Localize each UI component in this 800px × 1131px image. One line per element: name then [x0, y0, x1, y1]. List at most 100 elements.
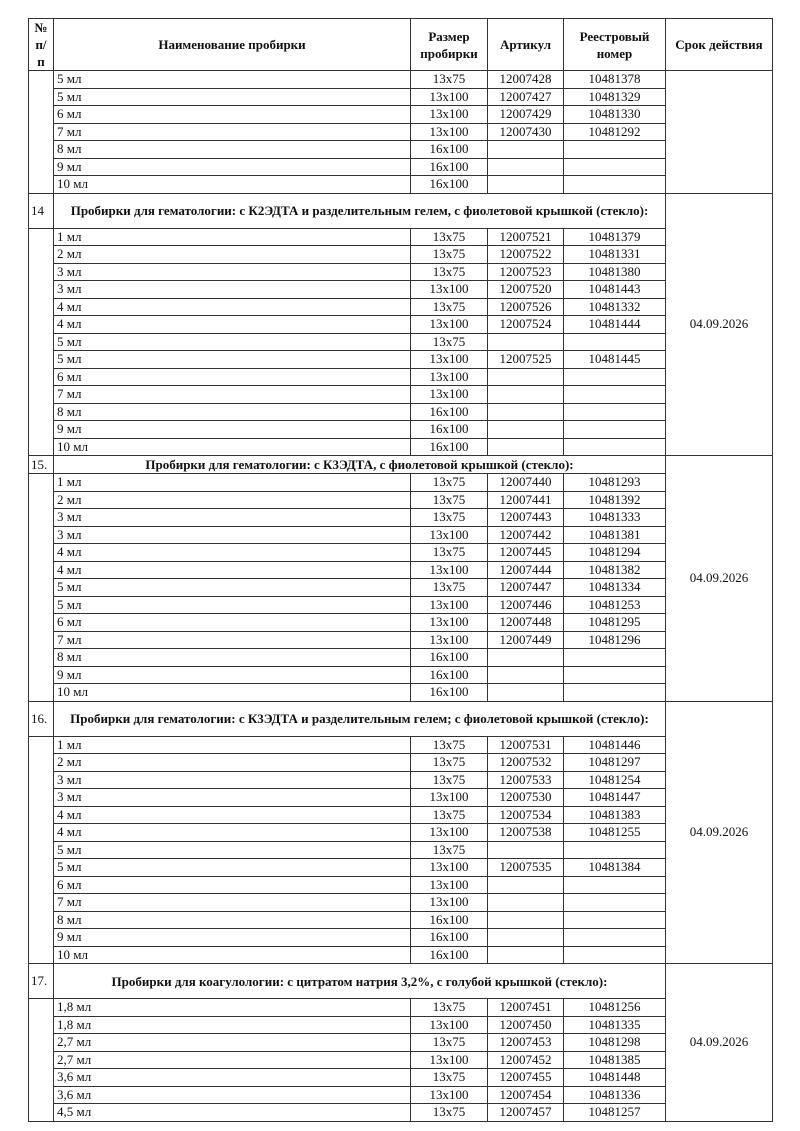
registry-number: 10481332 [563, 297, 666, 316]
validity-date: 04.09.2026 [665, 700, 773, 964]
table-row: 3,6 мл 13x75 12007455 10481448 [29, 1068, 773, 1087]
registry-number: 10481383 [563, 805, 666, 824]
article-number: 12007441 [487, 490, 564, 509]
tube-size: 16x100 [410, 648, 488, 667]
table-row: 6 мл 13x100 12007448 10481295 [29, 613, 773, 632]
tube-size: 13x75 [410, 1068, 488, 1087]
tube-size: 13x75 [410, 805, 488, 824]
table-row: 10 мл 16x100 [29, 175, 773, 194]
tube-volume: 4 мл [53, 560, 411, 579]
section-title: Пробирки для гематологии: с К3ЭДТА и раз… [53, 700, 666, 737]
article-number: 12007444 [487, 560, 564, 579]
table-row: 2 мл 13x75 12007441 10481392 [29, 490, 773, 509]
registry-number: 10481333 [563, 508, 666, 527]
tube-volume: 9 мл [53, 420, 411, 439]
article-number: 12007454 [487, 1085, 564, 1104]
tube-volume: 5 мл [53, 578, 411, 597]
number-cell-empty [28, 998, 54, 1122]
tube-volume: 6 мл [53, 105, 411, 124]
table-row: 7 мл 13x100 [29, 893, 773, 912]
registry-number: 10481380 [563, 262, 666, 281]
tube-size: 16x100 [410, 157, 488, 176]
table-row: 8 мл 16x100 [29, 910, 773, 929]
article-number: 12007532 [487, 753, 564, 772]
table-row: 7 мл 13x100 [29, 385, 773, 404]
tube-volume: 10 мл [53, 437, 411, 456]
registry-number: 10481445 [563, 350, 666, 369]
tube-size: 16x100 [410, 910, 488, 929]
registry-number: 10481392 [563, 490, 666, 509]
section-title: Пробирки для коагулологии: с цитратом на… [53, 963, 666, 999]
registry-number: 10481297 [563, 753, 666, 772]
tube-volume: 5 мл [53, 332, 411, 351]
tube-volume: 1 мл [53, 227, 411, 246]
table-row: 9 мл 16x100 [29, 420, 773, 439]
registry-number: 10481254 [563, 770, 666, 789]
tube-size: 16x100 [410, 402, 488, 421]
registry-number [563, 420, 666, 439]
registry-number [563, 665, 666, 684]
tube-size: 13x75 [410, 735, 488, 754]
tube-volume: 3 мл [53, 770, 411, 789]
article-number: 12007525 [487, 350, 564, 369]
article-number: 12007451 [487, 998, 564, 1017]
registry-number: 10481296 [563, 630, 666, 649]
table-row: 8 мл 16x100 [29, 140, 773, 159]
section-title: Пробирки для гематологии: с К2ЭДТА и раз… [53, 192, 666, 229]
header-name: Наименование пробирки [53, 18, 411, 71]
tube-size: 16x100 [410, 140, 488, 159]
number-cell-empty [28, 227, 54, 456]
header-num: № п/п [28, 18, 54, 71]
header-validity: Срок действия [665, 18, 773, 71]
table-row: 8 мл 16x100 [29, 402, 773, 421]
tube-volume: 3,6 мл [53, 1068, 411, 1087]
table-row: 6 мл 13x100 12007429 10481330 [29, 105, 773, 124]
article-number: 12007449 [487, 630, 564, 649]
tube-volume: 8 мл [53, 910, 411, 929]
tube-volume: 7 мл [53, 630, 411, 649]
table-row: 5 мл 13x100 12007535 10481384 [29, 858, 773, 877]
registry-number: 10481385 [563, 1050, 666, 1069]
registry-number [563, 910, 666, 929]
tube-volume: 3 мл [53, 280, 411, 299]
registry-number: 10481381 [563, 525, 666, 544]
tube-volume: 4,5 мл [53, 1103, 411, 1122]
table-header-row: № п/п Наименование пробирки Размер проби… [28, 18, 773, 71]
tube-size: 13x100 [410, 367, 488, 386]
article-number [487, 437, 564, 456]
tube-size: 13x100 [410, 788, 488, 807]
table-row: 7 мл 13x100 12007430 10481292 [29, 122, 773, 141]
article-number: 12007523 [487, 262, 564, 281]
tube-size: 13x75 [410, 70, 488, 89]
tube-size: 13x75 [410, 297, 488, 316]
registry-number [563, 157, 666, 176]
article-number [487, 928, 564, 947]
registry-number: 10481257 [563, 1103, 666, 1122]
tube-volume: 2 мл [53, 490, 411, 509]
tube-size: 13x100 [410, 560, 488, 579]
tube-size: 13x100 [410, 858, 488, 877]
tube-size: 13x75 [410, 1033, 488, 1052]
registry-number: 10481294 [563, 543, 666, 562]
registry-number [563, 175, 666, 194]
article-number [487, 332, 564, 351]
registry-number [563, 385, 666, 404]
tube-size: 16x100 [410, 665, 488, 684]
table-row: 2,7 мл 13x100 12007452 10481385 [29, 1050, 773, 1069]
table-row: 3,6 мл 13x100 12007454 10481336 [29, 1085, 773, 1104]
tube-size: 16x100 [410, 437, 488, 456]
tube-volume: 10 мл [53, 683, 411, 702]
table-row: 4 мл 13x75 12007526 10481332 [29, 297, 773, 316]
table-row: 1 мл 13x75 12007440 10481293 [28, 473, 773, 702]
table-row: 10 мл 16x100 [29, 683, 773, 702]
table-row: 2,7 мл 13x75 12007453 10481298 [29, 1033, 773, 1052]
tube-size: 13x100 [410, 1015, 488, 1034]
article-number: 12007526 [487, 297, 564, 316]
article-number: 12007428 [487, 70, 564, 89]
registry-number: 10481295 [563, 613, 666, 632]
tube-size: 13x100 [410, 1050, 488, 1069]
table-row: 10 мл 16x100 [29, 437, 773, 456]
validity-date: 04.09.2026 [665, 192, 773, 456]
table-row: 3 мл 13x75 12007533 10481254 [29, 770, 773, 789]
tube-size: 13x75 [410, 543, 488, 562]
